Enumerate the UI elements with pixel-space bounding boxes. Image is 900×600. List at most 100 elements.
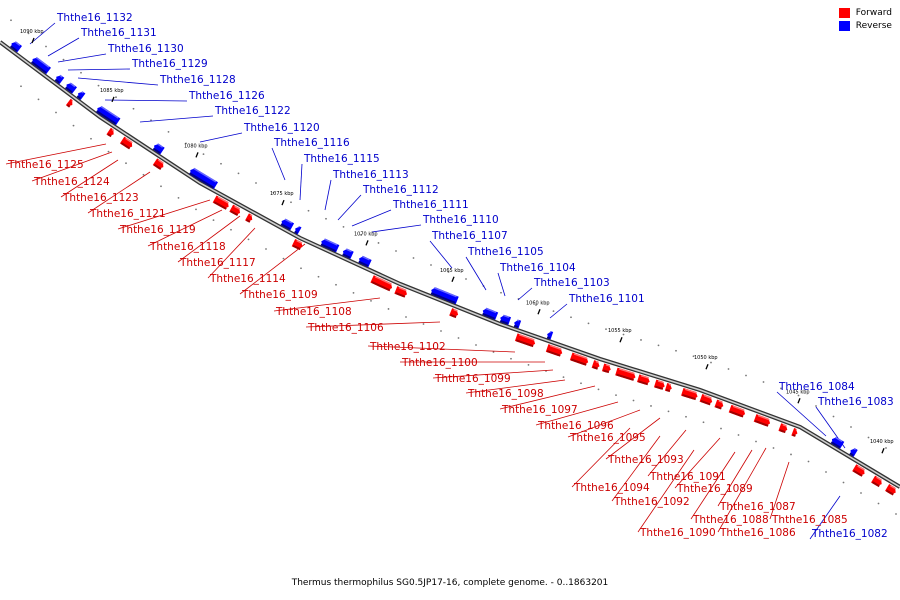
scale-tick: 1075 kbp [270, 191, 294, 206]
backbone-dots [10, 19, 897, 515]
forward-gene-block [601, 363, 611, 374]
reverse-leader-line [29, 22, 56, 45]
forward-gene-block [871, 475, 883, 488]
reverse-gene-label: Ththe16_1128 [159, 74, 236, 86]
scale-tick: 1050 kbp [694, 355, 718, 370]
track-dot [80, 71, 82, 74]
scale-tick-label: 1050 kbp [694, 355, 718, 361]
forward-gene-label: Ththe16_1098 [467, 388, 544, 400]
forward-leader-line [87, 171, 151, 214]
track-dot [667, 410, 670, 413]
track-dot [475, 344, 477, 346]
reverse-gene-block [152, 143, 165, 155]
track-dot [685, 415, 687, 418]
track-dot [185, 142, 187, 145]
forward-leader-line [647, 429, 687, 477]
scale-tick: 1080 kbp [184, 143, 208, 158]
track-dot [675, 349, 677, 352]
forward-gene-block [591, 360, 600, 370]
track-dot [535, 304, 537, 306]
forward-leader-line [571, 427, 631, 488]
track-dot [107, 150, 110, 153]
track-dot [307, 209, 310, 212]
forward-gene-block [653, 379, 665, 390]
forward-gene-block [681, 388, 698, 401]
forward-gene-block [699, 394, 713, 406]
track-dot [160, 185, 162, 188]
forward-leader-line [769, 461, 790, 520]
forward-gene-block [728, 404, 746, 418]
legend: Forward Reverse [838, 8, 892, 34]
forward-gene-label: Ththe16_1096 [537, 420, 614, 432]
track-dot [580, 382, 582, 385]
track-dot [45, 45, 47, 48]
reverse-leader-line [337, 194, 362, 221]
forward-leader-line [367, 345, 516, 353]
track-dot [622, 333, 625, 336]
forward-leader-line [690, 451, 736, 520]
track-dot [745, 374, 747, 377]
reverse-gene-label: Ththe16_1122 [214, 105, 291, 117]
forward-gene-label: Ththe16_1097 [501, 404, 578, 416]
forward-leader-line [717, 447, 767, 533]
track-dot [237, 172, 240, 175]
scale-tick-label: 1080 kbp [184, 143, 208, 149]
track-dot [772, 447, 775, 449]
reverse-leader-line [371, 224, 422, 233]
reverse-leader-line [139, 115, 214, 123]
reverse-leader-line [104, 99, 188, 102]
forward-gene-label: Ththe16_1088 [692, 514, 769, 526]
scale-tick-label: 1060 kbp [526, 300, 550, 306]
track-dot [562, 376, 565, 379]
forward-gene-label: Ththe16_1106 [307, 322, 384, 334]
track-dot [762, 381, 765, 383]
forward-leader-line [535, 401, 619, 426]
track-dot [492, 351, 495, 353]
forward-gene-block [370, 275, 393, 292]
track-dot [342, 225, 345, 228]
reverse-leader-line [351, 209, 392, 227]
track-dot [132, 107, 135, 110]
scale-tick-label: 1090 kbp [20, 29, 44, 35]
scale-tick: 1045 kbp [786, 389, 810, 404]
reverse-gene-block [30, 56, 51, 75]
forward-leader-line [432, 369, 554, 379]
forward-leader-line [239, 243, 306, 295]
reverse-leader-line [299, 163, 303, 201]
track-dot [755, 440, 757, 443]
track-dot [587, 322, 590, 325]
scale-tick-label: 1075 kbp [270, 191, 294, 197]
forward-gene-block [778, 423, 788, 434]
track-dot [90, 137, 92, 140]
reverse-gene-block [430, 287, 459, 305]
reverse-leader-line [549, 303, 568, 319]
reverse-leader-line [465, 256, 487, 291]
reverse-leader-line [77, 77, 159, 86]
forward-leader-line [674, 437, 721, 489]
forward-gene-label: Ththe16_1086 [719, 527, 796, 539]
reverse-leader-line [429, 240, 453, 269]
forward-leader-line [499, 385, 596, 410]
reverse-gene-block [499, 314, 512, 325]
track-dot [850, 426, 852, 428]
forward-swatch [838, 8, 850, 18]
forward-gene-block [885, 483, 897, 496]
track-dot [62, 58, 65, 61]
reverse-gene-block [513, 319, 522, 329]
forward-gene-block [791, 428, 798, 437]
forward-leader-line [611, 435, 661, 502]
reverse-swatch [838, 21, 850, 31]
reverse-gene-label: Ththe16_1084 [778, 381, 855, 393]
forward-gene-label: Ththe16_1108 [275, 306, 352, 318]
reverse-leader-line [271, 147, 286, 181]
forward-gene-block [714, 399, 724, 410]
forward-gene-block [119, 136, 133, 150]
reverse-gene-block [54, 74, 65, 85]
forward-gene-block [291, 238, 303, 251]
forward-gene-label: Ththe16_1085 [771, 514, 848, 526]
forward-leader-line [31, 151, 113, 182]
track-dot [500, 291, 502, 294]
reverse-gene-label: Ththe16_1115 [303, 153, 380, 165]
reverse-gene-block [280, 218, 295, 231]
